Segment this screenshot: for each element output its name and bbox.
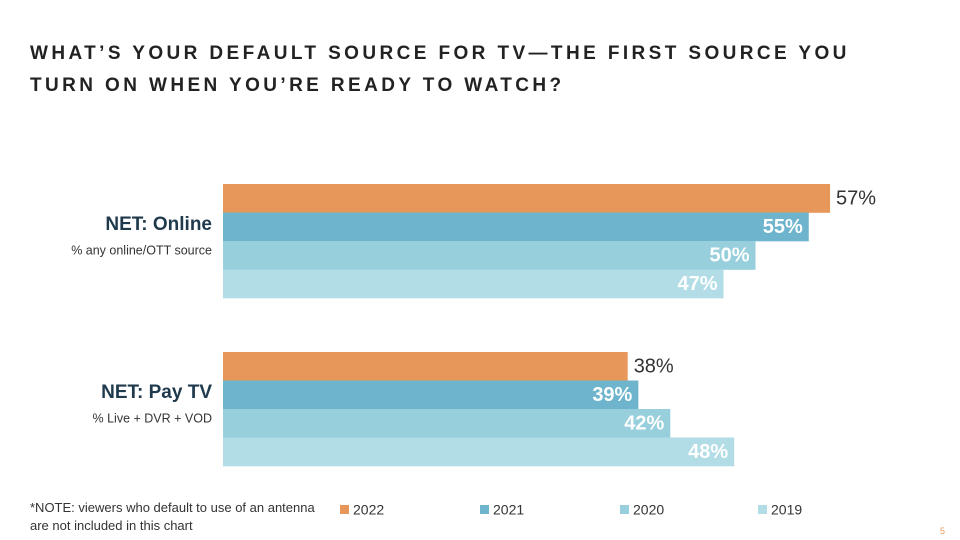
footnote: *NOTE: viewers who default to use of an … (30, 500, 315, 533)
value-label: 55% (763, 216, 803, 238)
bar (223, 269, 724, 299)
legend-swatch (620, 505, 629, 514)
category-label: NET: Pay TV (101, 382, 212, 403)
legend-label: 2021 (493, 502, 524, 518)
bar (223, 212, 809, 242)
value-label: 50% (709, 245, 749, 267)
page-number: 5 (940, 526, 946, 536)
value-label: 47% (678, 273, 718, 295)
bar (223, 352, 628, 381)
legend-swatch (340, 505, 349, 514)
bar (223, 184, 831, 213)
value-label: 38% (634, 356, 674, 378)
legend-label: 2022 (353, 502, 384, 518)
bar (223, 437, 735, 467)
category-note: % any online/OTT source (71, 243, 212, 257)
legend-label: 2019 (771, 502, 802, 518)
legend-label: 2020 (633, 502, 664, 518)
category-note: % Live + DVR + VOD (93, 411, 213, 425)
value-label: 42% (624, 413, 664, 435)
legend-swatch (758, 505, 767, 514)
bar (223, 241, 756, 270)
value-label: 39% (592, 384, 632, 406)
bar (223, 409, 671, 438)
value-label: 48% (688, 441, 728, 463)
category-label: NET: Online (105, 214, 212, 235)
bar (223, 380, 639, 410)
legend-swatch (480, 505, 489, 514)
chart-title: WHAT’S YOUR DEFAULT SOURCE FOR TV—THE FI… (30, 43, 850, 96)
value-label: 57% (836, 188, 876, 210)
